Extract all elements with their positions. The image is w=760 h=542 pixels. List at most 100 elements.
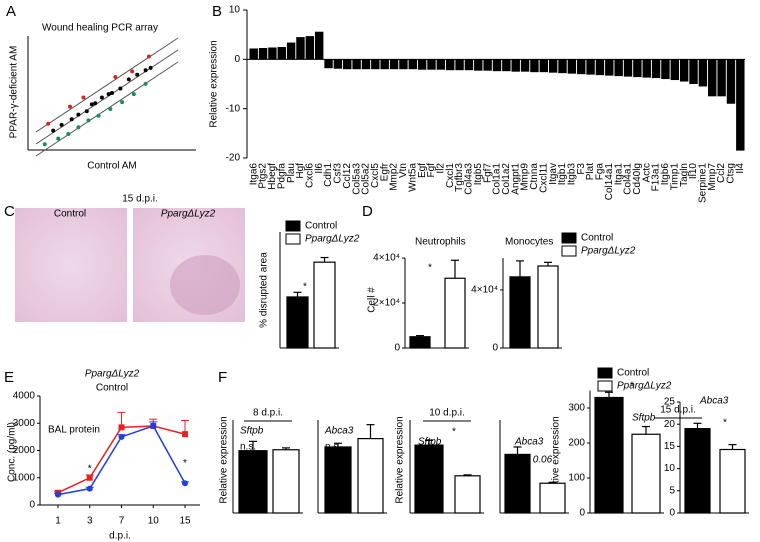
x-tick-label: Fgf7 [482, 163, 493, 183]
trend-line [35, 49, 179, 145]
marker [118, 424, 125, 431]
bar [509, 276, 531, 349]
x-tick-label: Plau [286, 163, 297, 183]
marker [55, 491, 61, 498]
y-tick-label: 2000 [13, 445, 36, 456]
x-tick-label: Cxcl11 [538, 163, 549, 193]
bar [684, 428, 711, 514]
x-tick-label: Il6 [314, 163, 325, 174]
x-tick-label: Hgf [295, 163, 306, 179]
bar [504, 453, 531, 514]
bar [464, 59, 474, 71]
y-tick-label: 4×10⁴ [373, 253, 400, 264]
bar [343, 59, 352, 70]
error-bar [293, 291, 302, 297]
bar [324, 59, 333, 69]
point [76, 112, 81, 117]
panel-letter: F [218, 369, 227, 386]
x-tick-label: Itgb3 [567, 163, 578, 186]
bar [314, 31, 324, 60]
annotation: P = 0.06 [515, 455, 553, 466]
bar [726, 59, 736, 104]
y-axis-label: Relative expression [551, 416, 562, 503]
bar [436, 59, 446, 70]
bar [708, 59, 717, 97]
y-tick-label: 0 [234, 54, 240, 65]
x-tick-label: Col1a2 [501, 163, 512, 195]
panel-letter: C [4, 203, 15, 220]
x-tick-label: Ptgs2 [258, 163, 269, 189]
x-tick-label: Col4a3 [464, 163, 475, 195]
x-tick-label: Timp1 [669, 163, 680, 191]
x-tick-label: Il10 [688, 163, 699, 180]
error-bar [451, 259, 459, 279]
point [130, 69, 135, 74]
bar [586, 59, 595, 75]
x-tick-label: Mmp9 [520, 163, 531, 191]
legend-swatch [597, 367, 613, 379]
x-axis-label: Control AM [87, 161, 136, 172]
x-tick-label: Il2 [435, 163, 446, 174]
bar [577, 59, 586, 75]
error-bar [516, 260, 524, 277]
point [68, 104, 72, 109]
y-tick-label: 20 [664, 419, 676, 430]
bar [539, 59, 549, 73]
legend-label: Control [581, 233, 613, 244]
panel-title: Monocytes [505, 237, 553, 248]
point [143, 68, 148, 73]
bar [631, 433, 661, 514]
annotation: BAL protein [48, 425, 100, 436]
bar [455, 59, 464, 71]
y-axis-label: Conc. (pg/ml) [7, 422, 18, 482]
y-tick-label: 0 [29, 500, 35, 511]
point [81, 95, 86, 100]
point [42, 142, 47, 147]
point [126, 77, 131, 82]
y-tick-label: 100 [568, 473, 585, 484]
marker [86, 485, 93, 492]
panel-letter: D [362, 203, 373, 220]
x-tick-label: 7 [119, 516, 125, 527]
error-bar [320, 256, 329, 263]
bar [444, 277, 466, 349]
error-bar [463, 474, 472, 476]
panel-title: Abca3 [514, 437, 544, 448]
bar [670, 59, 680, 81]
x-tick-label: Csf3 [333, 163, 344, 184]
bar [272, 449, 300, 514]
x-tick-label: Itgb6 [660, 163, 671, 186]
x-tick-label: Fga [595, 163, 606, 181]
point [113, 75, 118, 80]
bar [277, 47, 286, 60]
bar [717, 59, 726, 97]
panel-letter: B [212, 3, 222, 20]
error-bar [544, 261, 552, 266]
bar [698, 59, 708, 87]
annotation: * [428, 263, 432, 274]
bar [399, 59, 408, 70]
bar [313, 261, 336, 349]
point [135, 72, 140, 77]
bar [605, 59, 614, 76]
x-tick-label: Col5a3 [351, 163, 362, 195]
bar [679, 59, 689, 82]
y-tick-label: 10 [229, 5, 241, 16]
point [93, 101, 98, 106]
x-tick-label: Il4 [735, 163, 746, 174]
y-tick-label: 0 [394, 343, 400, 354]
x-tick-label: Cxcl5 [370, 163, 381, 188]
error-bar [416, 335, 424, 337]
error-bar [548, 481, 557, 484]
point [56, 136, 61, 141]
bar [333, 59, 343, 69]
y-tick-label: 2×10⁴ [373, 298, 400, 309]
bar [417, 59, 427, 70]
x-tick-label: Plat [585, 163, 596, 180]
significance: * [88, 463, 92, 474]
x-tick-label: Ctnna [529, 163, 540, 190]
y-axis-label: Cell # [367, 287, 378, 313]
trend-line [35, 37, 179, 133]
annotation: * [723, 418, 727, 429]
